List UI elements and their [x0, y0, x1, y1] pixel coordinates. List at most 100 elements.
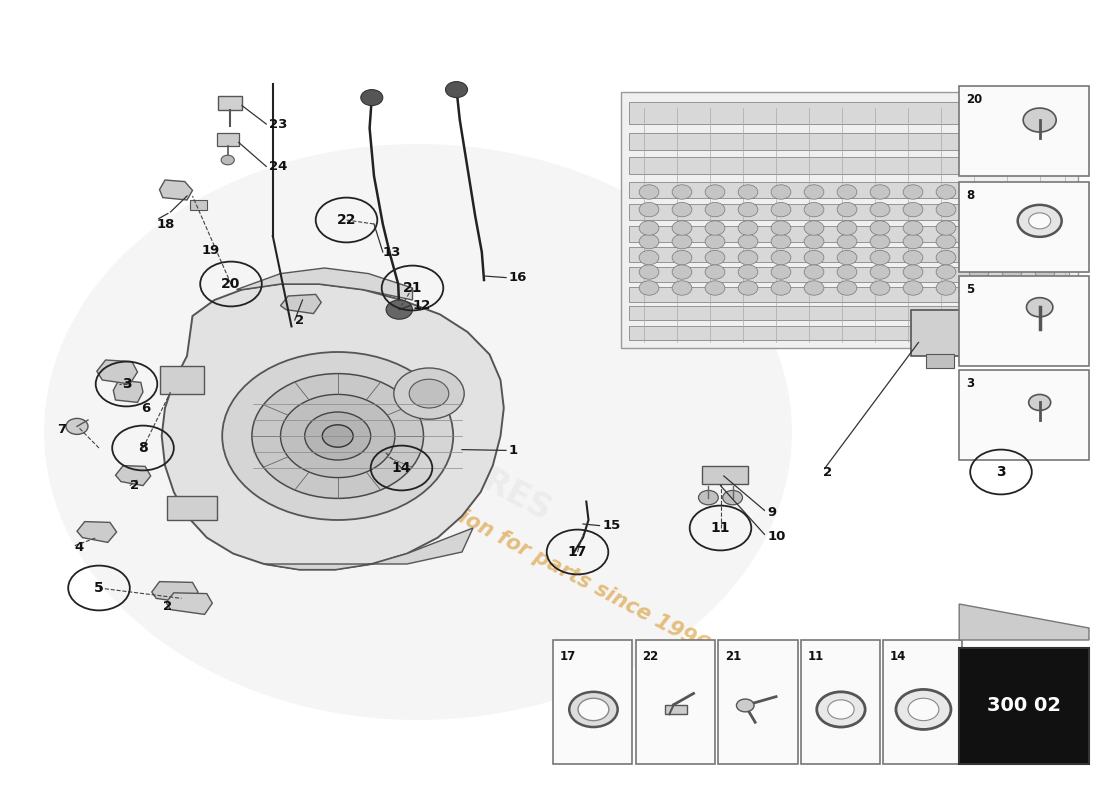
Bar — [801, 640, 880, 764]
Circle shape — [903, 265, 923, 279]
Circle shape — [969, 265, 989, 279]
Text: 16: 16 — [508, 271, 527, 284]
Text: 11: 11 — [711, 521, 730, 535]
Polygon shape — [116, 466, 151, 486]
Text: 8: 8 — [139, 441, 147, 455]
Text: 1: 1 — [508, 444, 517, 457]
Text: 8: 8 — [966, 189, 975, 202]
Circle shape — [903, 250, 923, 265]
Circle shape — [804, 185, 824, 199]
Polygon shape — [162, 284, 504, 570]
Circle shape — [221, 155, 234, 165]
Text: 24: 24 — [270, 160, 288, 173]
Circle shape — [280, 394, 395, 478]
Bar — [629, 182, 1069, 198]
Circle shape — [446, 82, 468, 98]
Circle shape — [936, 265, 956, 279]
Text: 300 02: 300 02 — [987, 696, 1062, 715]
Text: a passion for parts since 1996: a passion for parts since 1996 — [388, 472, 712, 656]
Circle shape — [969, 281, 989, 295]
Bar — [629, 102, 1069, 124]
Circle shape — [1002, 281, 1022, 295]
Circle shape — [895, 690, 950, 730]
Circle shape — [837, 185, 857, 199]
Text: 12: 12 — [412, 299, 431, 312]
Circle shape — [870, 185, 890, 199]
Circle shape — [903, 281, 923, 295]
Circle shape — [579, 698, 608, 721]
Circle shape — [639, 281, 659, 295]
Circle shape — [723, 490, 743, 505]
Circle shape — [1026, 298, 1053, 317]
Polygon shape — [264, 528, 473, 570]
Bar — [664, 705, 686, 714]
Text: 22: 22 — [642, 650, 659, 662]
Text: 9: 9 — [768, 506, 777, 518]
Circle shape — [252, 374, 424, 498]
Circle shape — [672, 185, 692, 199]
Circle shape — [771, 185, 791, 199]
Circle shape — [870, 202, 890, 217]
Bar — [629, 287, 1069, 302]
Circle shape — [771, 234, 791, 249]
Circle shape — [705, 250, 725, 265]
Circle shape — [738, 202, 758, 217]
Circle shape — [569, 692, 618, 727]
Circle shape — [804, 250, 824, 265]
Circle shape — [1023, 108, 1056, 132]
Circle shape — [705, 202, 725, 217]
Circle shape — [1018, 205, 1062, 237]
Circle shape — [837, 202, 857, 217]
Text: 2: 2 — [163, 600, 172, 613]
Text: 13: 13 — [383, 246, 402, 258]
Polygon shape — [160, 180, 192, 200]
Circle shape — [827, 700, 854, 719]
Text: 14: 14 — [392, 461, 411, 475]
Bar — [629, 247, 1069, 262]
Circle shape — [672, 265, 692, 279]
Bar — [190, 200, 207, 210]
Polygon shape — [97, 360, 138, 384]
Circle shape — [672, 202, 692, 217]
Circle shape — [936, 202, 956, 217]
Circle shape — [639, 185, 659, 199]
Circle shape — [639, 234, 659, 249]
Text: 5: 5 — [966, 283, 975, 296]
Text: 5: 5 — [95, 581, 103, 595]
Circle shape — [903, 221, 923, 235]
Bar — [218, 96, 242, 110]
Circle shape — [969, 221, 989, 235]
Circle shape — [639, 250, 659, 265]
Bar — [629, 226, 1069, 242]
Polygon shape — [166, 593, 212, 614]
Circle shape — [870, 265, 890, 279]
Bar — [959, 86, 1089, 176]
Circle shape — [804, 281, 824, 295]
Circle shape — [394, 368, 464, 419]
Bar — [629, 326, 1069, 340]
Text: 2: 2 — [823, 466, 832, 478]
Text: 3: 3 — [122, 377, 131, 391]
Circle shape — [672, 234, 692, 249]
Circle shape — [969, 202, 989, 217]
Circle shape — [903, 185, 923, 199]
Circle shape — [639, 265, 659, 279]
Text: 19: 19 — [201, 244, 220, 257]
Circle shape — [1002, 221, 1022, 235]
Circle shape — [639, 221, 659, 235]
Circle shape — [804, 265, 824, 279]
Text: 11: 11 — [807, 650, 824, 662]
Text: EUROSPARES: EUROSPARES — [322, 383, 558, 529]
Circle shape — [737, 699, 755, 712]
Circle shape — [804, 221, 824, 235]
Circle shape — [837, 250, 857, 265]
Circle shape — [837, 281, 857, 295]
Bar — [636, 640, 715, 764]
Circle shape — [816, 692, 865, 727]
Circle shape — [1035, 281, 1055, 295]
Text: 10: 10 — [768, 530, 786, 542]
Text: 3: 3 — [997, 465, 1005, 479]
Bar — [553, 640, 632, 764]
Bar — [959, 648, 1089, 764]
Circle shape — [1035, 265, 1055, 279]
